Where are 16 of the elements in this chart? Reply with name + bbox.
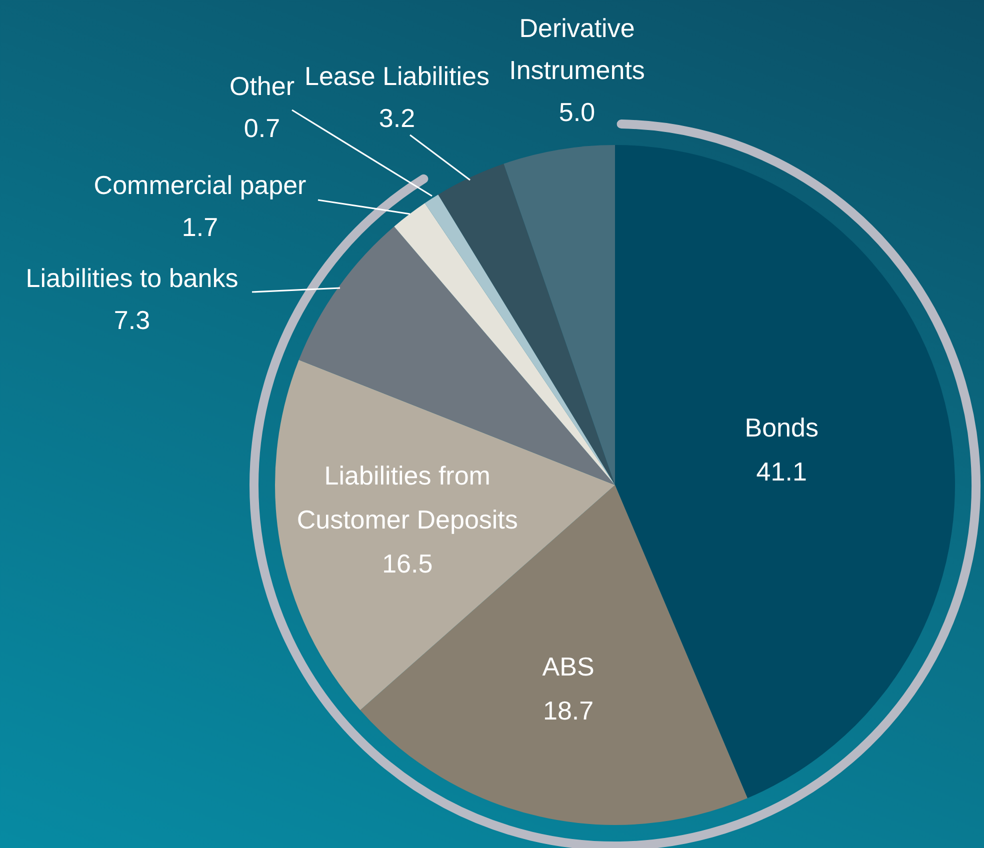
data-label: 3.2 <box>378 103 416 134</box>
slice-label: Other <box>229 71 295 102</box>
data-label: 41.1 <box>756 456 807 486</box>
slice-label: Derivative Instruments <box>509 13 645 86</box>
slice-label: Liabilities to banks <box>26 263 238 294</box>
data-label: 7.3 <box>114 305 150 336</box>
data-label: 18.7 <box>542 696 594 726</box>
slice-label: ABS <box>542 652 594 682</box>
slice-label: Bonds <box>744 412 818 442</box>
data-label: 5.0 <box>558 97 596 128</box>
slice-label: Lease Liabilities <box>304 61 490 92</box>
data-label: 1.7 <box>182 212 218 242</box>
data-label: 0.7 <box>244 113 280 144</box>
data-label: 16.5 <box>382 548 433 579</box>
slice-label: Liabilities from Customer Deposits <box>296 460 518 535</box>
slice-label: Commercial paper <box>94 170 307 200</box>
